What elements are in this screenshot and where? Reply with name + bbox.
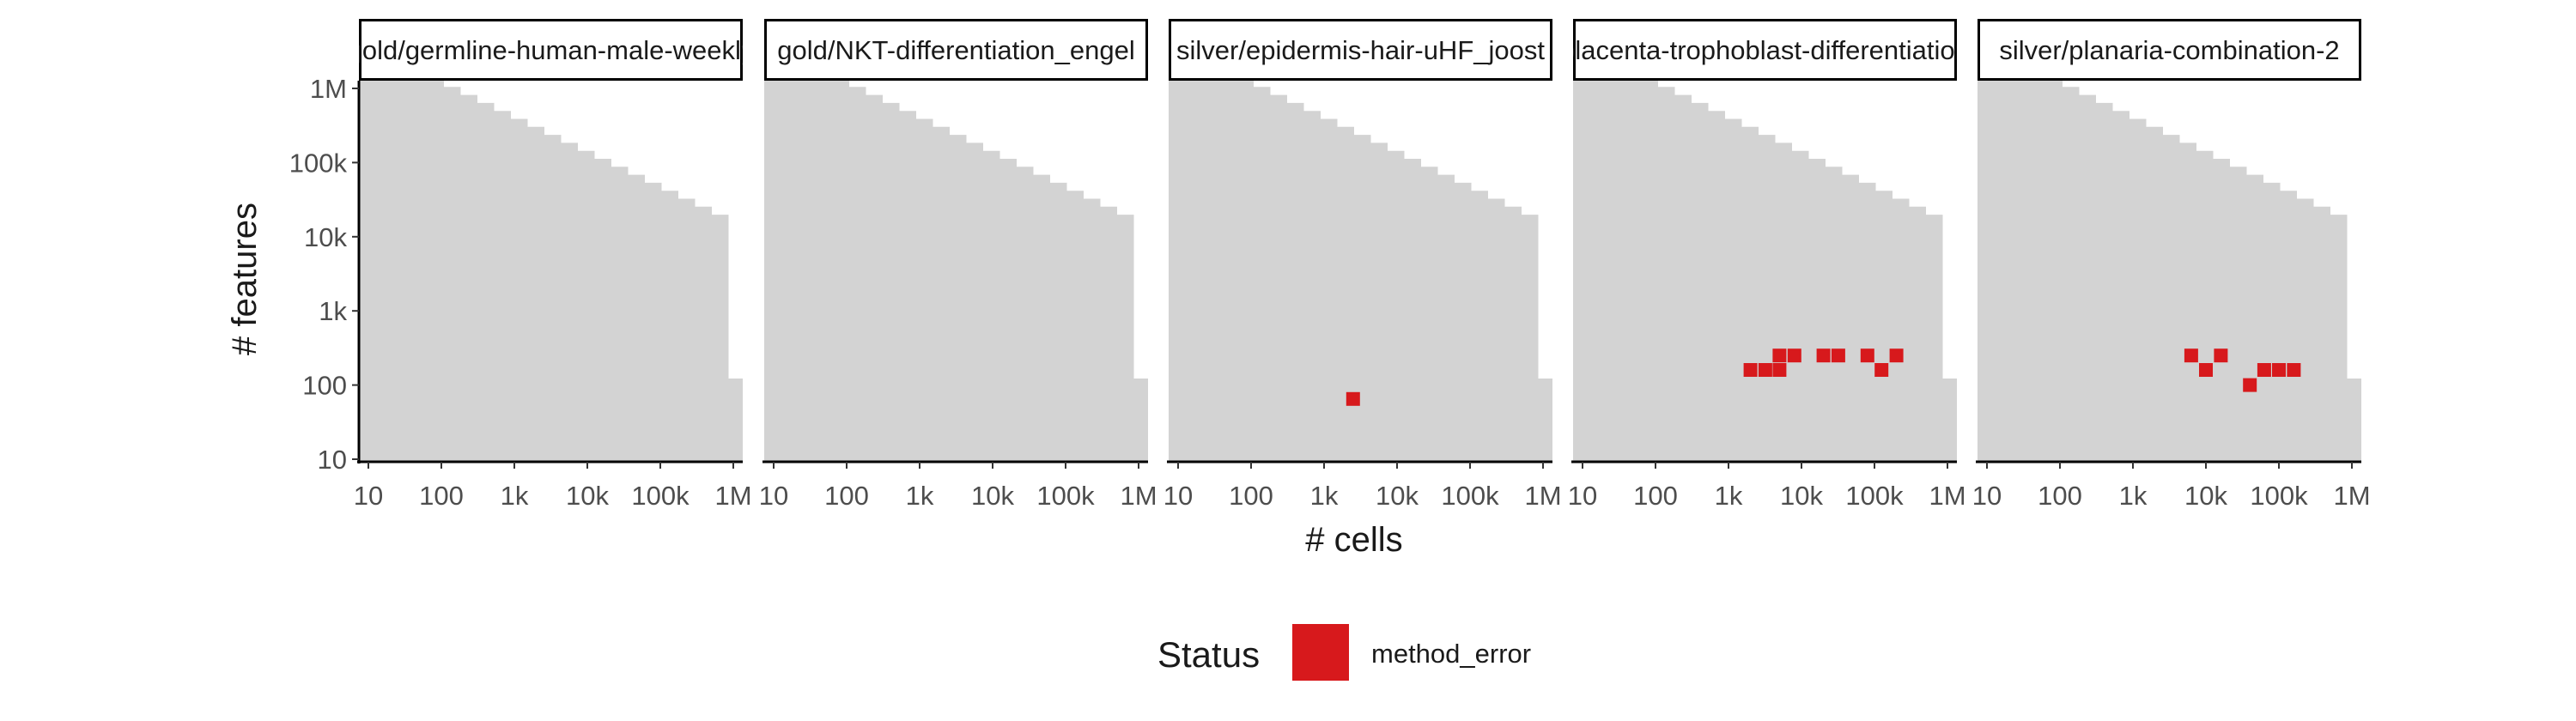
strip-box xyxy=(1573,19,1957,81)
x-tick-label: 10k xyxy=(971,481,1014,511)
x-tick-label: 100 xyxy=(419,481,464,511)
method-error-tile xyxy=(2214,348,2228,363)
legend-title: Status xyxy=(1157,634,1260,675)
strip-title: placenta-trophoblast-differentiation xyxy=(1560,35,1970,65)
method-error-tile xyxy=(2243,378,2257,392)
x-tick-label: 1M xyxy=(1120,481,1157,511)
method-error-tile xyxy=(1860,348,1874,363)
x-tick-label: 10 xyxy=(1568,481,1597,511)
panel-4: 10 100 1k 10k 100k 1M placenta-trophoblast-dif… xyxy=(1560,19,1970,511)
legend: Status method_error xyxy=(1157,624,1531,681)
method-error-tile xyxy=(1831,348,1845,363)
panel-1: 10 100 1k 10k 100k 1M gold/germline-human-male… xyxy=(348,19,755,511)
x-axis-title: # cells xyxy=(1305,521,1402,559)
x-tick-label: 10 xyxy=(759,481,788,511)
x-tick-label: 1M xyxy=(1524,481,1561,511)
strip-box xyxy=(1169,19,1552,81)
method-error-tile xyxy=(1743,363,1758,377)
method-error-tile xyxy=(1772,363,1787,377)
strip-title: gold/NKT-differentiation_engel xyxy=(777,35,1135,65)
feasible-region xyxy=(1169,79,1552,462)
x-tick-label: 1M xyxy=(2333,481,2370,511)
method-error-tile xyxy=(1346,391,1360,406)
feasible-region xyxy=(764,79,1148,462)
y-tick-label: 100k xyxy=(289,148,348,178)
feasible-region xyxy=(1573,79,1957,462)
x-tick-label: 1k xyxy=(1310,481,1339,511)
method-error-tile xyxy=(1772,348,1787,363)
panel-2: 10 100 1k 10k 100k 1M gold/NKT-differentiation… xyxy=(759,19,1157,511)
x-tick-label: 1k xyxy=(906,481,934,511)
y-tick-label: 10k xyxy=(304,222,347,252)
method-error-tile xyxy=(2184,348,2198,363)
x-tick-label: 10k xyxy=(1376,481,1419,511)
y-axis-title: # features xyxy=(226,203,264,355)
x-tick-label: 1k xyxy=(2119,481,2148,511)
method-error-tile xyxy=(1816,348,1831,363)
strip-box xyxy=(1978,19,2361,81)
x-tick-label: 100k xyxy=(1036,481,1095,511)
legend-swatch-method-error xyxy=(1292,624,1349,681)
method-error-tile xyxy=(2272,363,2286,377)
panel-5: 10 100 1k 10k 100k 1M silver/planaria-combinat… xyxy=(1972,19,2371,511)
x-tick-label: 10 xyxy=(354,481,383,511)
x-tick-label: 10k xyxy=(1780,481,1823,511)
x-tick-label: 1k xyxy=(1715,481,1743,511)
method-error-tile xyxy=(1758,363,1772,377)
feasible-region xyxy=(1978,79,2361,462)
method-error-tile xyxy=(1787,348,1801,363)
x-tick-label: 1k xyxy=(501,481,529,511)
panel-3: 10 100 1k 10k 100k 1M silver/epidermis-hair-uH… xyxy=(1163,19,1562,511)
x-tick-label: 100k xyxy=(631,481,690,511)
strip-title: gold/germline-human-male-weekly xyxy=(348,35,755,65)
panels-layer: 10 100 1k 10k 100k 1Mgold/germline-human-male… xyxy=(289,19,2371,511)
feasible-region xyxy=(359,79,743,462)
x-tick-label: 10k xyxy=(566,481,609,511)
y-tick-label: 1k xyxy=(319,296,347,326)
strip-title: silver/epidermis-hair-uHF_joost xyxy=(1176,35,1545,65)
strip-box xyxy=(764,19,1148,81)
y-tick-label: 1M xyxy=(310,74,347,104)
method-error-tile xyxy=(2199,363,2213,377)
x-tick-label: 100 xyxy=(824,481,869,511)
x-tick-label: 100k xyxy=(1845,481,1904,511)
x-tick-label: 100 xyxy=(1229,481,1273,511)
x-tick-label: 100 xyxy=(2038,481,2082,511)
legend-label-method-error: method_error xyxy=(1371,639,1531,669)
y-tick-label: 10 xyxy=(318,445,347,475)
method-error-tile xyxy=(2257,363,2271,377)
x-tick-label: 100 xyxy=(1633,481,1678,511)
method-error-tile xyxy=(1889,348,1904,363)
x-tick-label: 1M xyxy=(714,481,751,511)
x-tick-label: 10 xyxy=(1972,481,2002,511)
x-tick-label: 100k xyxy=(1441,481,1499,511)
method-error-tile xyxy=(1874,363,1889,377)
strip-title: silver/planaria-combination-2 xyxy=(1999,35,2339,65)
x-tick-label: 10k xyxy=(2184,481,2227,511)
strip-box xyxy=(359,19,743,81)
x-tick-label: 100k xyxy=(2250,481,2308,511)
x-tick-label: 10 xyxy=(1163,481,1193,511)
y-tick-label: 100 xyxy=(302,371,347,401)
x-tick-label: 1M xyxy=(1929,481,1965,511)
method-error-tile xyxy=(2287,363,2301,377)
